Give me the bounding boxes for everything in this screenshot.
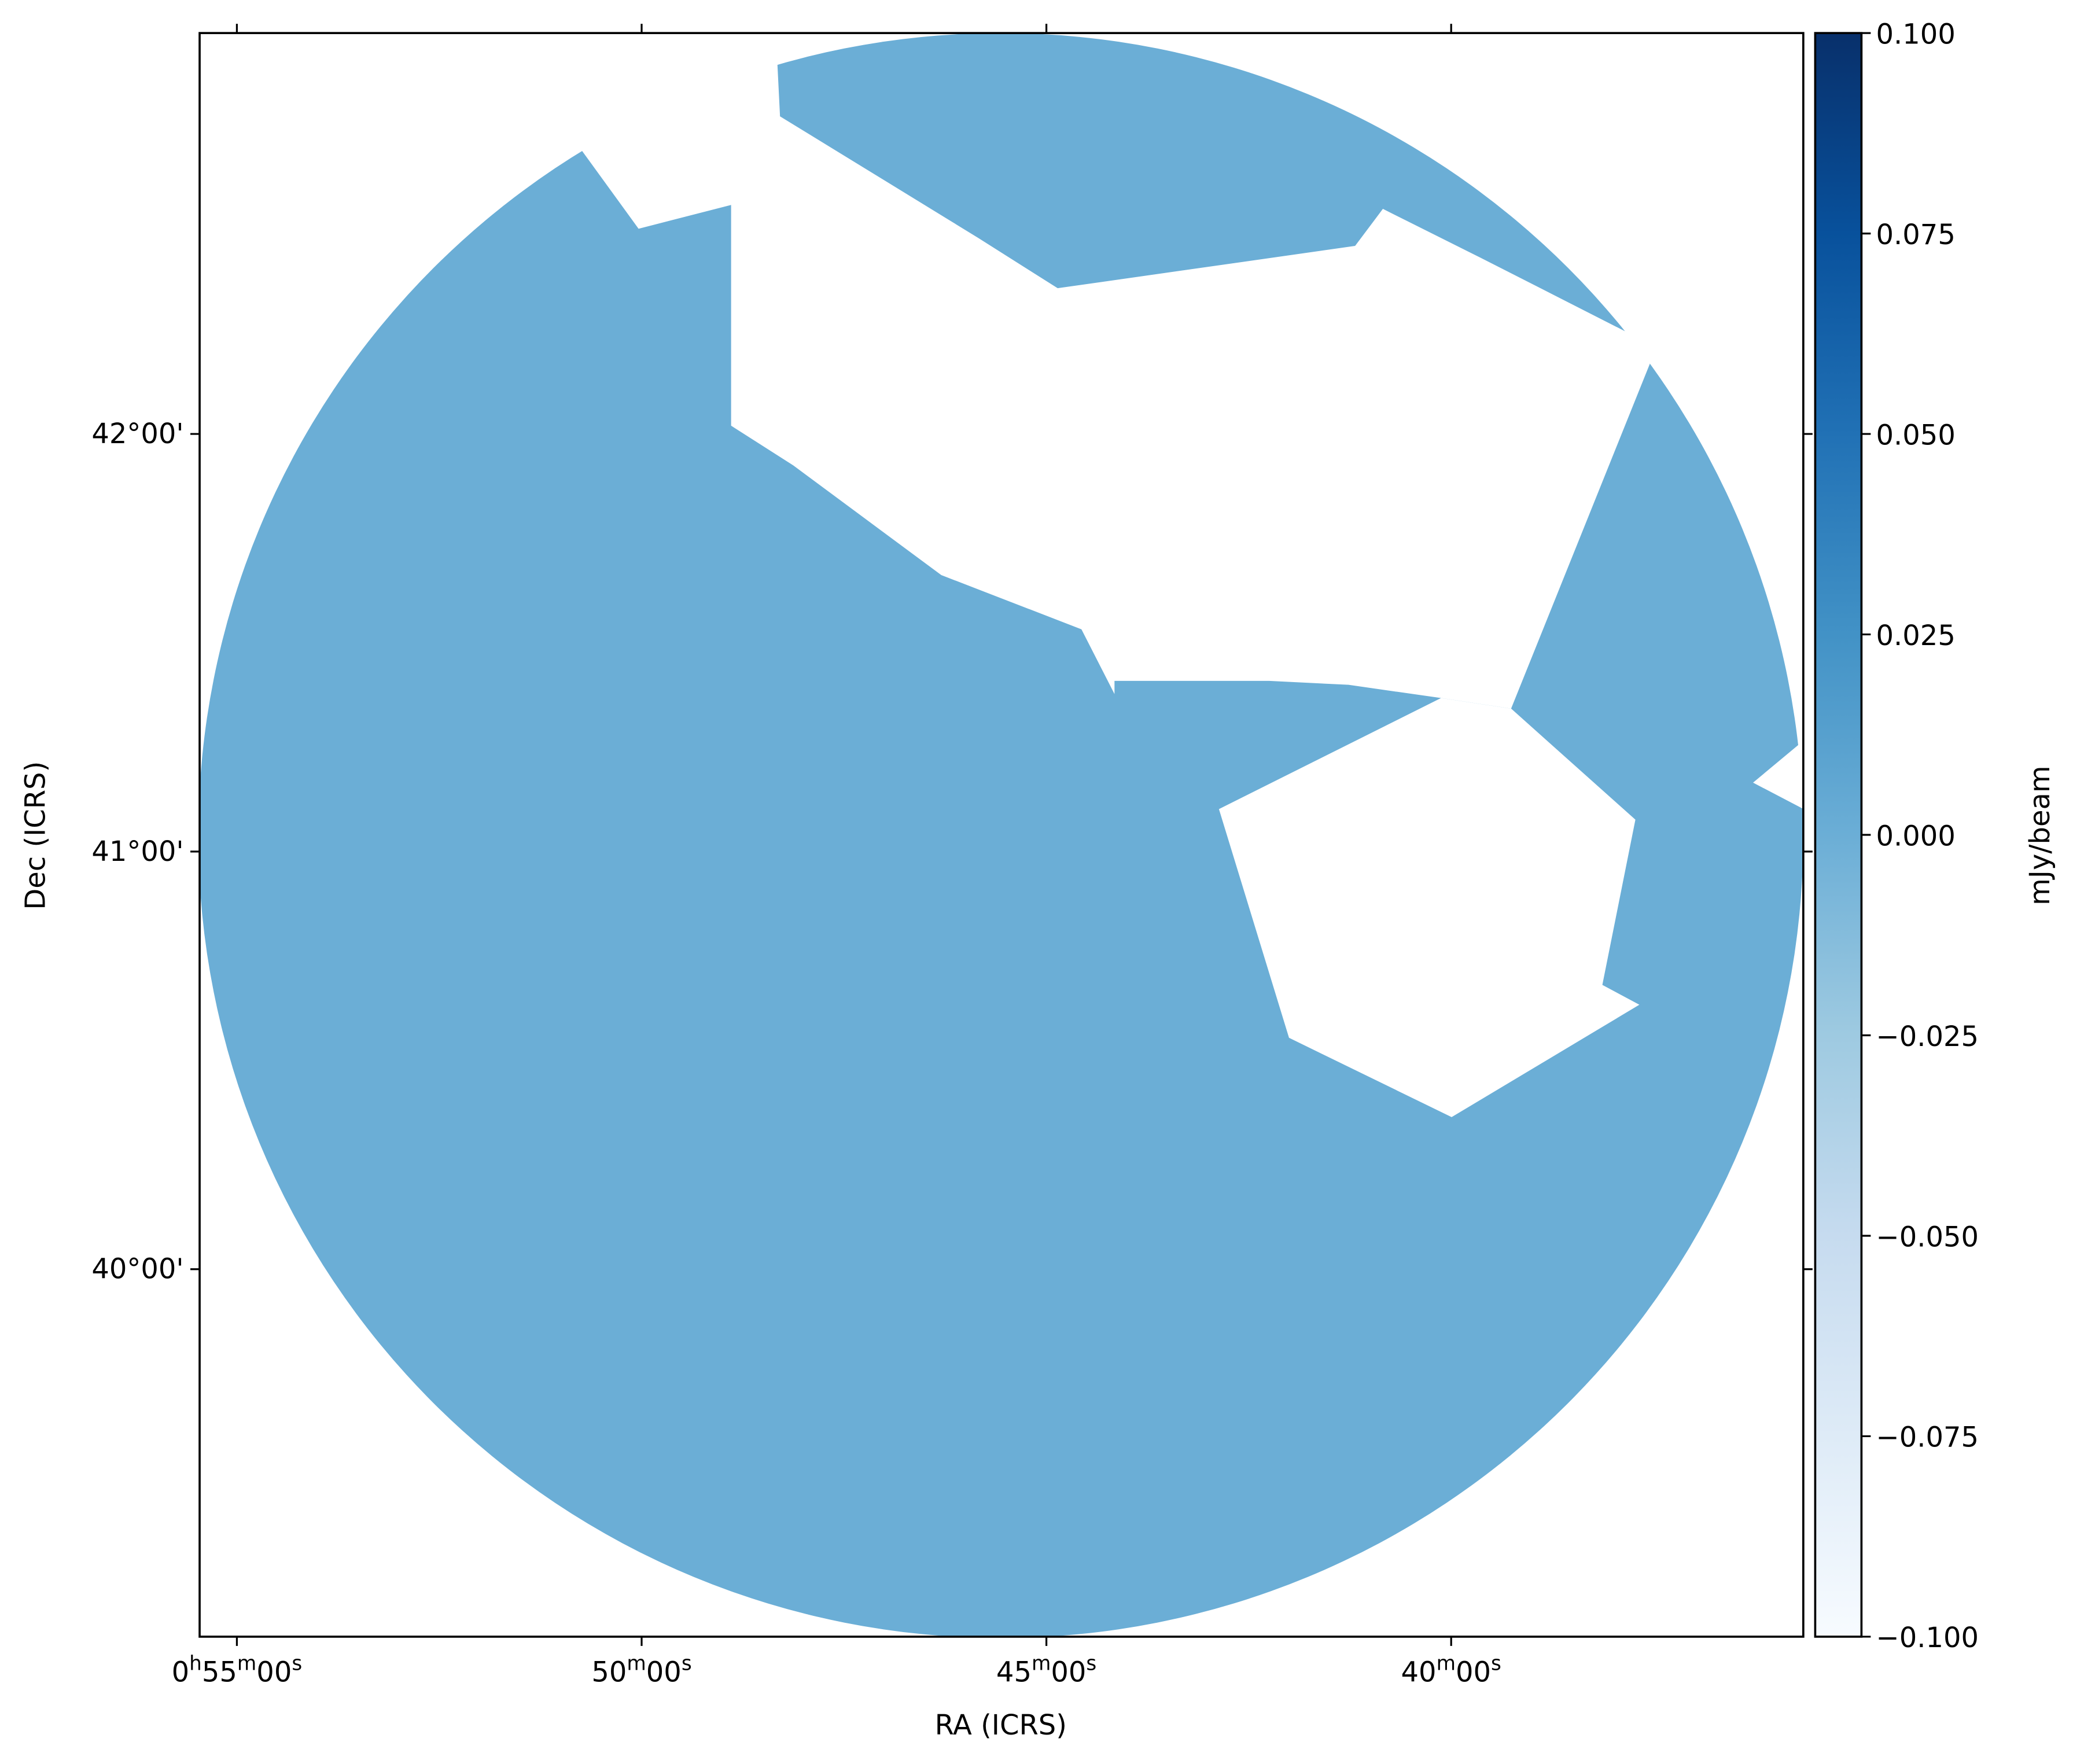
x-axis-label: RA (ICRS) xyxy=(935,1709,1067,1741)
colorbar-label: mJy/beam xyxy=(2024,765,2056,905)
colorbar-tick-label: 0.075 xyxy=(1876,219,1956,251)
y-axis-label: Dec (ICRS) xyxy=(20,761,52,910)
colorbar-tick-label: 0.100 xyxy=(1876,18,1956,50)
masked-region xyxy=(1218,698,1640,1117)
axes-frame xyxy=(198,32,1805,1638)
masked-region xyxy=(1753,743,1803,809)
y-tick-label: 42°00' xyxy=(91,418,183,450)
colorbar-tick-label: 0.025 xyxy=(1876,620,1956,652)
x-tick-label: 0h55m00s xyxy=(172,1652,303,1689)
sky-image xyxy=(200,33,1803,1637)
colorbar-tick-label: −0.050 xyxy=(1876,1221,1979,1253)
colorbar-tick-label: −0.075 xyxy=(1876,1421,1979,1454)
colorbar-tick-label: −0.025 xyxy=(1876,1021,1979,1053)
colorbar-tick-label: 0.000 xyxy=(1876,820,1956,852)
masked-region xyxy=(568,33,1650,709)
x-tick-label: 50m00s xyxy=(591,1652,691,1689)
y-tick-label: 40°00' xyxy=(91,1253,183,1286)
x-tick-label: 40m00s xyxy=(1401,1652,1501,1689)
colorbar-tick-label: 0.050 xyxy=(1876,419,1956,451)
x-tick-label: 45m00s xyxy=(996,1652,1096,1689)
colorbar-tick-label: −0.100 xyxy=(1876,1622,1979,1654)
y-tick-label: 41°00' xyxy=(91,835,183,868)
colorbar xyxy=(1814,32,1863,1638)
